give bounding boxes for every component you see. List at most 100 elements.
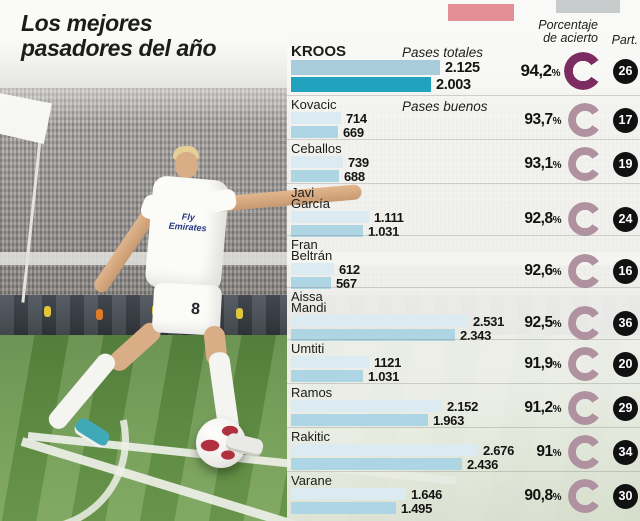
player-name: Ceballos (291, 141, 342, 156)
accuracy-percent: 90,8% (524, 487, 561, 504)
player-row-ceballos: Ceballos 739 688 93,1% 19 (287, 139, 640, 184)
accuracy-percent: 94,2% (520, 61, 561, 80)
scoreboard-screen (448, 4, 514, 21)
bar-value: 1.646 (411, 486, 443, 502)
steward-vest (44, 306, 51, 317)
bar-pases-buenos (291, 77, 431, 92)
row-stats: 93,1% 19 (499, 147, 638, 181)
player-name: Varane (291, 473, 332, 488)
accuracy-ring (568, 347, 602, 381)
accuracy-percent: 91,2% (524, 399, 561, 416)
bar-value: 2.676 (483, 442, 515, 458)
player-row-ramos: Ramos 2.152 1.963 91,2% 29 (287, 383, 640, 428)
matches-badge: 34 (613, 439, 638, 465)
bar-pases-totales (291, 444, 478, 456)
matches-badge: 36 (613, 310, 638, 336)
accuracy-ring (568, 147, 602, 181)
matches-badge: 30 (613, 483, 638, 509)
title-line-1: Los mejores (21, 10, 153, 36)
bar-pases-totales (291, 263, 334, 275)
accuracy-percent: 92,5% (524, 314, 561, 331)
bar-value: 2.125 (445, 59, 480, 76)
player-head (175, 152, 198, 178)
matches-badge: 16 (613, 258, 638, 284)
bar-pases-totales (291, 211, 369, 223)
player-name: Aissa Mandi (291, 289, 327, 315)
bar-pases-buenos (291, 277, 331, 289)
player-row-javi-garcia: Javi García 1.111 1.031 92,8% 24 (287, 183, 640, 239)
row-stats: 94,2% 26 (498, 52, 638, 90)
bar-value: 2.436 (467, 456, 499, 472)
player-name: Fran Beltrán (291, 237, 333, 263)
players-chart: KROOS Pases totales 2.125 2.003 94,2% 26… (287, 42, 640, 516)
shorts-number: 8 (190, 300, 201, 319)
title-line-2: pasadores del año (21, 35, 217, 61)
bar-pases-totales (291, 60, 440, 75)
player-row-aissa-mandi: Aissa Mandi 2.531 2.343 92,5% 36 (287, 287, 640, 343)
player-name: Ramos (291, 385, 333, 400)
bar-value: 1.963 (433, 412, 465, 428)
accuracy-percent: 93,7% (524, 111, 561, 128)
chart-header: Porcentaje de acierto Part. (287, 0, 640, 52)
row-stats: 91,2% 29 (499, 391, 638, 425)
accuracy-percent: 92,8% (524, 210, 561, 227)
bar-pases-buenos (291, 502, 396, 514)
matches-badge: 26 (613, 58, 638, 84)
bar-value: 714 (346, 110, 367, 126)
accuracy-percent: 93,1% (524, 155, 561, 172)
accuracy-ring (568, 435, 602, 469)
accuracy-percent: 91% (536, 443, 561, 460)
bar-value: 567 (336, 275, 357, 291)
matches-badge: 24 (613, 206, 638, 232)
player-row-fran-beltran: Fran Beltrán 612 567 92,6% 16 (287, 235, 640, 291)
matches-badge: 19 (613, 151, 638, 177)
bar-value: 739 (348, 154, 369, 170)
player-row-umtiti: Umtiti 1121 1.031 91,9% 20 (287, 339, 640, 384)
accuracy-ring (564, 52, 602, 90)
bar-value: 1.031 (368, 223, 400, 239)
player-name: Kovacic (291, 97, 337, 112)
bar-value: 612 (339, 261, 360, 277)
bar-pases-buenos (291, 170, 339, 182)
bar-value: 2.531 (473, 313, 505, 329)
bar-pases-totales (291, 356, 369, 368)
row-stats: 91,9% 20 (499, 347, 638, 381)
bar-value: 1.031 (368, 368, 400, 384)
row-stats: 92,8% 24 (499, 202, 638, 236)
bar-value: 669 (343, 124, 364, 140)
bar-pases-buenos (291, 458, 462, 470)
steward-vest (236, 308, 243, 319)
accuracy-ring (568, 391, 602, 425)
row-stats: 92,6% 16 (499, 254, 638, 288)
player-row-kroos: KROOS Pases totales 2.125 2.003 94,2% 26 (287, 42, 640, 95)
bar-pases-totales (291, 112, 341, 124)
bar-pases-buenos (291, 126, 338, 138)
bar-pases-buenos (291, 329, 455, 341)
scoreboard-panel (556, 0, 620, 13)
bar-pases-totales (291, 315, 468, 327)
bar-value: 2.152 (447, 398, 479, 414)
player-name: KROOS (291, 43, 347, 60)
row-stats: 91% 34 (499, 435, 638, 469)
legend-pases-buenos: Pases buenos (402, 99, 488, 114)
bar-value: 688 (344, 168, 365, 184)
page-title: Los mejores pasadores del año (21, 10, 217, 61)
bar-pases-buenos (291, 370, 363, 382)
jersey-sponsor-text: Fly Emirates (168, 211, 207, 234)
player-row-kovacic: Kovacic Pases buenos 714 669 93,7% 17 (287, 95, 640, 140)
player-name: Umtiti (291, 341, 325, 356)
accuracy-column-header: Porcentaje de acierto (538, 18, 598, 45)
matches-badge: 17 (613, 107, 638, 133)
matches-column-header: Part. (611, 33, 638, 47)
matches-badge: 20 (613, 351, 638, 377)
bar-pases-totales (291, 488, 406, 500)
bar-value: 2.343 (460, 327, 492, 343)
bar-value: 1.111 (374, 209, 404, 225)
bar-pases-totales (291, 156, 343, 168)
player-name: Javi García (291, 185, 331, 211)
bar-pases-totales (291, 400, 442, 412)
bar-value: 1121 (374, 354, 402, 370)
accuracy-ring (568, 254, 602, 288)
row-stats: 93,7% 17 (499, 103, 638, 137)
